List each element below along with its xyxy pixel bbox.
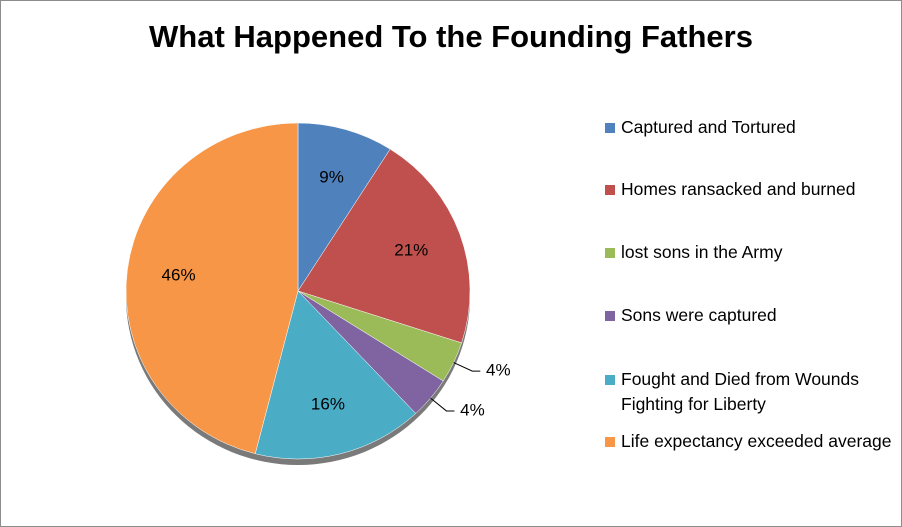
data-label: 9%: [319, 168, 344, 187]
data-label: 4%: [486, 361, 511, 380]
legend-item: Captured and Tortured: [605, 115, 895, 140]
legend-item: Life expectancy exceeded average: [605, 429, 895, 454]
legend-label: Homes ransacked and burned: [621, 179, 856, 199]
leader-line: [430, 397, 455, 412]
legend-item: Fought and Died from Wounds Fighting for…: [605, 367, 895, 417]
pie-slice: [297, 148, 471, 344]
data-label: 16%: [311, 394, 345, 413]
legend-item: lost sons in the Army: [605, 240, 895, 265]
legend-label: Captured and Tortured: [621, 117, 796, 137]
legend-label: lost sons in the Army: [621, 242, 783, 262]
legend-label: Fought and Died from Wounds Fighting for…: [621, 369, 860, 414]
data-label: 46%: [162, 266, 196, 285]
legend-swatch: [605, 123, 615, 133]
leader-line: [453, 362, 481, 372]
pie-slice: [125, 122, 299, 455]
pie-slice: [297, 122, 391, 292]
legend-swatch: [605, 437, 615, 447]
legend-swatch: [605, 248, 615, 258]
legend-swatch: [605, 375, 615, 385]
legend-swatch: [605, 185, 615, 195]
legend-label: Life expectancy exceeded average: [621, 431, 892, 451]
legend-swatch: [605, 311, 615, 321]
data-label: 21%: [394, 241, 428, 260]
chart-title: What Happened To the Founding Fathers: [149, 19, 753, 54]
legend-item: Sons were captured: [605, 303, 895, 328]
data-label: 4%: [460, 400, 485, 419]
legend-label: Sons were captured: [621, 305, 777, 325]
legend-item: Homes ransacked and burned: [605, 177, 895, 202]
pie-slice: [254, 290, 417, 460]
